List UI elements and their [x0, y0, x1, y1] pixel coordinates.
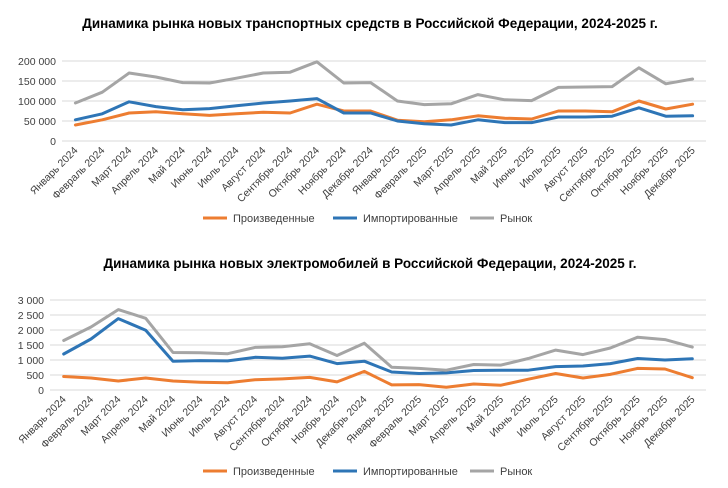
series-line-market	[62, 308, 694, 372]
series-line-imported	[62, 317, 694, 375]
legend-label: Импортированные	[363, 213, 458, 225]
legend-item-market: Рынок	[470, 213, 532, 225]
series-line-market	[73, 60, 695, 107]
legend-item-market: Рынок	[470, 466, 532, 478]
legend-label: Произведенные	[233, 466, 315, 478]
chart-title: Динамика рынка новых транспортных средст…	[82, 16, 658, 31]
legend-item-produced: Произведенные	[203, 466, 315, 478]
legend-item-produced: Произведенные	[203, 213, 315, 225]
y-tick-label: 3 000	[18, 295, 44, 307]
y-tick-label: 100 000	[18, 96, 56, 108]
legend-item-imported: Импортированные	[333, 213, 458, 225]
legend-label: Произведенные	[233, 213, 315, 225]
y-tick-label: 200 000	[18, 56, 56, 68]
series-line-imported	[73, 97, 695, 127]
legend-item-imported: Импортированные	[333, 466, 458, 478]
legend-label: Импортированные	[363, 466, 458, 478]
ev-chart: Динамика рынка новых электромобилей в Ро…	[16, 256, 706, 478]
y-tick-label: 50 000	[24, 116, 56, 128]
y-tick-label: 0	[50, 136, 56, 148]
y-tick-label: 2 000	[18, 325, 44, 337]
legend-label: Рынок	[500, 213, 532, 225]
legend-label: Рынок	[500, 466, 532, 478]
series-line-produced	[62, 366, 694, 389]
y-tick-label: 2 500	[18, 310, 44, 322]
y-tick-label: 1 500	[18, 340, 44, 352]
y-tick-label: 150 000	[18, 76, 56, 88]
y-tick-label: 1 000	[18, 355, 44, 367]
y-tick-label: 0	[38, 385, 44, 397]
y-tick-label: 500	[26, 370, 44, 382]
vehicles-chart: Динамика рынка новых транспортных средст…	[18, 16, 706, 225]
chart-title: Динамика рынка новых электромобилей в Ро…	[103, 256, 636, 271]
